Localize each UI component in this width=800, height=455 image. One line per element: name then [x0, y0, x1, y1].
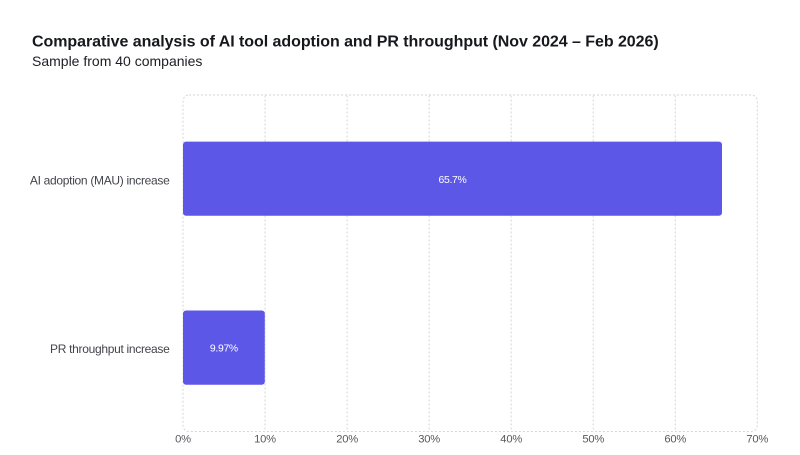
svg-text:10%: 10%: [254, 433, 276, 445]
svg-text:9.97%: 9.97%: [210, 344, 238, 355]
svg-text:20%: 20%: [336, 433, 358, 445]
svg-text:60%: 60%: [664, 433, 686, 445]
svg-text:PR throughput increase: PR throughput increase: [50, 342, 170, 356]
svg-text:50%: 50%: [582, 433, 604, 445]
svg-text:40%: 40%: [500, 433, 522, 445]
svg-text:AI adoption (MAU) increase: AI adoption (MAU) increase: [30, 173, 170, 187]
svg-text:0%: 0%: [175, 433, 191, 445]
svg-text:30%: 30%: [418, 433, 440, 445]
svg-text:Comparative analysis of AI too: Comparative analysis of AI tool adoption…: [32, 34, 659, 51]
svg-text:70%: 70%: [746, 433, 768, 445]
svg-text:65.7%: 65.7%: [439, 175, 467, 186]
svg-text:Sample from 40 companies: Sample from 40 companies: [32, 53, 202, 69]
